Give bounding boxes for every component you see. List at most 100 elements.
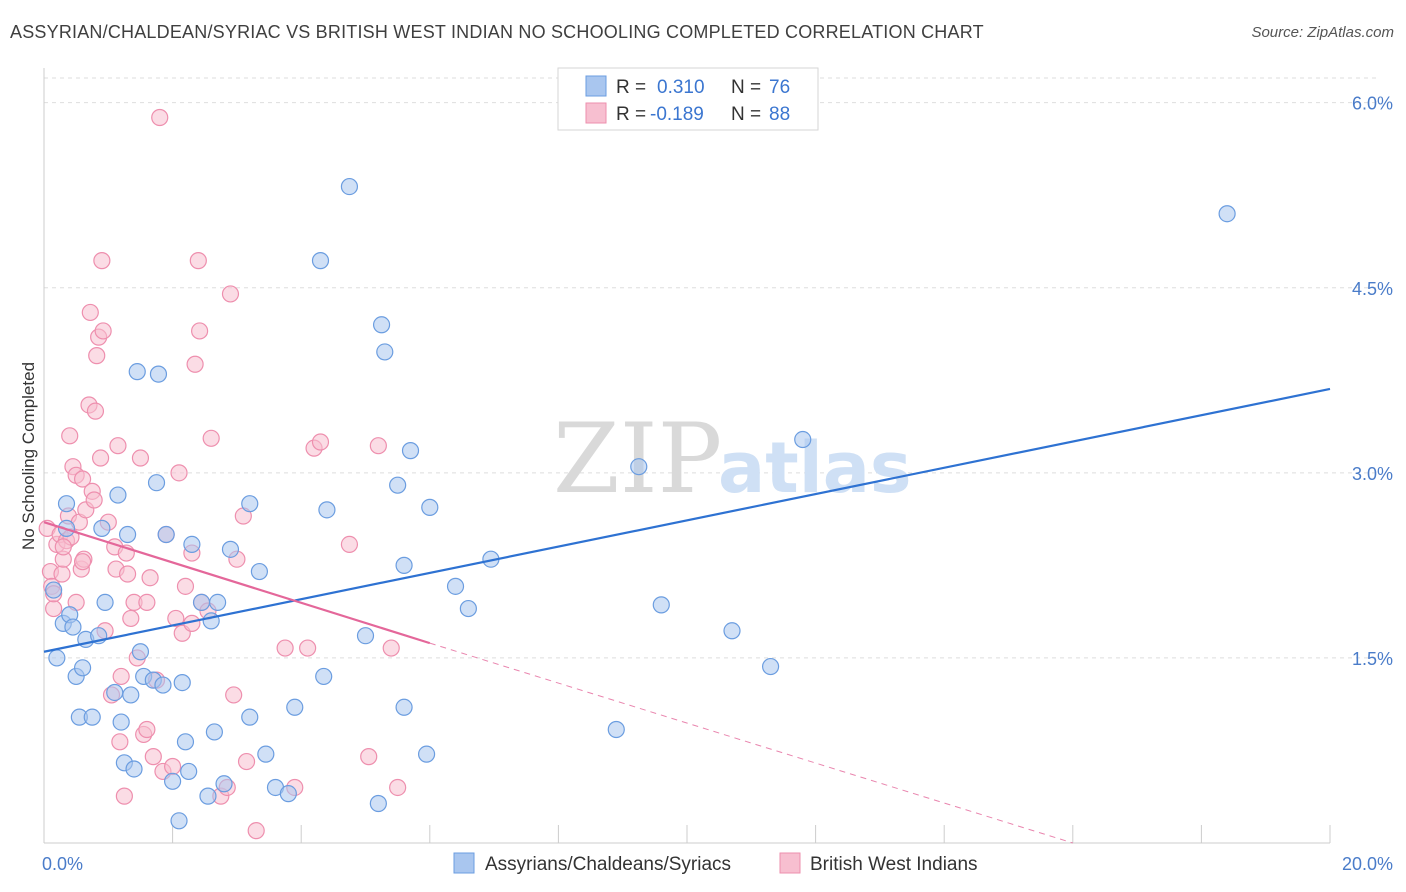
- acs-point-51: [315, 667, 333, 686]
- acs-point-49: [286, 698, 304, 716]
- acs-point-0: [45, 581, 63, 599]
- bwi-point-54: [167, 609, 185, 628]
- grid-lines: [44, 77, 1380, 659]
- acs-point-52: [318, 501, 336, 519]
- bwi-point-61: [191, 322, 209, 340]
- acs-point-35: [183, 535, 201, 554]
- acs-point-57: [376, 343, 394, 361]
- acs-point-61: [401, 442, 420, 460]
- bwi-point-25: [88, 347, 106, 365]
- acs-point-70: [723, 622, 741, 640]
- legend-n-value-1: 76: [769, 77, 790, 98]
- bottom-legend-pink-label: British West Indians: [810, 854, 978, 875]
- acs-point-69: [652, 596, 670, 614]
- acs-point-48: [279, 785, 297, 803]
- x-tick-label-0: 0.0%: [42, 854, 83, 874]
- legend-pink-swatch: [585, 102, 607, 124]
- bwi-point-73: [276, 639, 294, 657]
- acs-point-73: [1218, 205, 1236, 223]
- acs-point-38: [202, 612, 220, 630]
- series-legend: Assyrians/Chaldeans/Syriacs British West…: [453, 852, 978, 875]
- y-tick-label-3: 6.0%: [1352, 94, 1393, 114]
- bwi-point-55: [170, 464, 188, 482]
- bwi-point-28: [93, 252, 111, 270]
- legend-n-value-2: 88: [769, 104, 790, 125]
- bwi-point-59: [186, 355, 204, 373]
- y-tick-label-2: 4.5%: [1352, 279, 1393, 299]
- bwi-point-81: [389, 778, 407, 797]
- trend-extension-british-west-indians: [429, 642, 1073, 844]
- bwi-point-24: [86, 402, 105, 420]
- trend-line-assyrians: [43, 387, 1331, 653]
- bwi-point-75: [299, 639, 317, 657]
- bwi-point-84: [138, 720, 156, 739]
- acs-point-62: [417, 745, 436, 763]
- bwi-point-36: [111, 733, 129, 751]
- acs-point-17: [112, 713, 130, 731]
- bwi-point-41: [122, 609, 140, 628]
- acs-point-50: [311, 252, 330, 270]
- bwi-point-46: [138, 593, 156, 611]
- acs-point-31: [170, 812, 188, 830]
- watermark: ZIP atlas: [553, 403, 912, 515]
- bwi-point-35: [109, 437, 127, 455]
- acs-point-58: [389, 476, 407, 494]
- acs-point-9: [73, 659, 92, 677]
- bwi-point-83: [73, 553, 92, 571]
- bwi-point-82: [369, 437, 387, 455]
- bwi-point-48: [144, 748, 162, 766]
- acs-point-65: [459, 599, 477, 618]
- acs-point-22: [128, 363, 146, 381]
- acs-point-19: [118, 525, 137, 544]
- acs-point-56: [372, 316, 391, 334]
- bwi-point-57: [176, 577, 195, 595]
- bwi-point-44: [131, 449, 150, 467]
- legend-n-label-1: N =: [731, 77, 761, 98]
- acs-point-37: [199, 787, 217, 805]
- axes: [43, 68, 1331, 844]
- acs-point-30: [164, 772, 182, 790]
- bottom-legend-blue-swatch: [453, 852, 475, 874]
- acs-point-1: [48, 649, 66, 667]
- y-axis-label: No Schooling Completed: [19, 362, 38, 550]
- chart-title: ASSYRIAN/CHALDEAN/SYRIAC VS BRITISH WEST…: [10, 22, 984, 42]
- tick-labels: 1.5% 3.0% 4.5% 6.0% 0.0% 20.0%: [42, 94, 1393, 874]
- acs-point-4: [57, 495, 76, 513]
- legend-r-label-1: R =: [616, 77, 646, 98]
- acs-point-60: [395, 698, 413, 716]
- bwi-point-21: [81, 303, 99, 322]
- bwi-point-47: [141, 569, 159, 587]
- bwi-point-71: [237, 752, 256, 771]
- acs-point-26: [147, 474, 166, 492]
- acs-point-59: [395, 556, 413, 574]
- bottom-legend-blue-label: Assyrians/Chaldeans/Syriacs: [485, 854, 731, 875]
- trend-line-british-west-indians: [43, 521, 431, 645]
- bwi-point-50: [151, 108, 169, 127]
- bwi-point-79: [360, 748, 378, 766]
- y-tick-label-0: 1.5%: [1352, 649, 1393, 669]
- acs-point-15: [106, 683, 124, 702]
- bwi-point-11: [61, 427, 79, 445]
- acs-point-41: [215, 775, 233, 793]
- acs-point-16: [109, 486, 127, 504]
- bwi-point-23: [85, 491, 103, 509]
- acs-point-39: [205, 723, 223, 741]
- bwi-point-53: [164, 757, 182, 776]
- acs-point-68: [630, 458, 648, 476]
- acs-point-72: [794, 430, 812, 449]
- acs-point-27: [149, 365, 168, 383]
- acs-point-34: [180, 762, 198, 781]
- acs-point-44: [241, 495, 259, 513]
- acs-point-54: [356, 627, 375, 645]
- acs-point-11: [83, 708, 101, 726]
- acs-point-40: [209, 593, 227, 611]
- y-tick-label-1: 3.0%: [1352, 464, 1393, 484]
- bwi-point-85: [54, 538, 72, 556]
- acs-point-46: [257, 745, 275, 763]
- acs-point-28: [154, 676, 172, 694]
- bwi-point-60: [189, 252, 207, 270]
- acs-point-55: [369, 794, 387, 813]
- bottom-legend-pink-swatch: [779, 852, 801, 874]
- x-tick-label-1: 20.0%: [1342, 854, 1393, 874]
- bwi-point-38: [115, 787, 133, 805]
